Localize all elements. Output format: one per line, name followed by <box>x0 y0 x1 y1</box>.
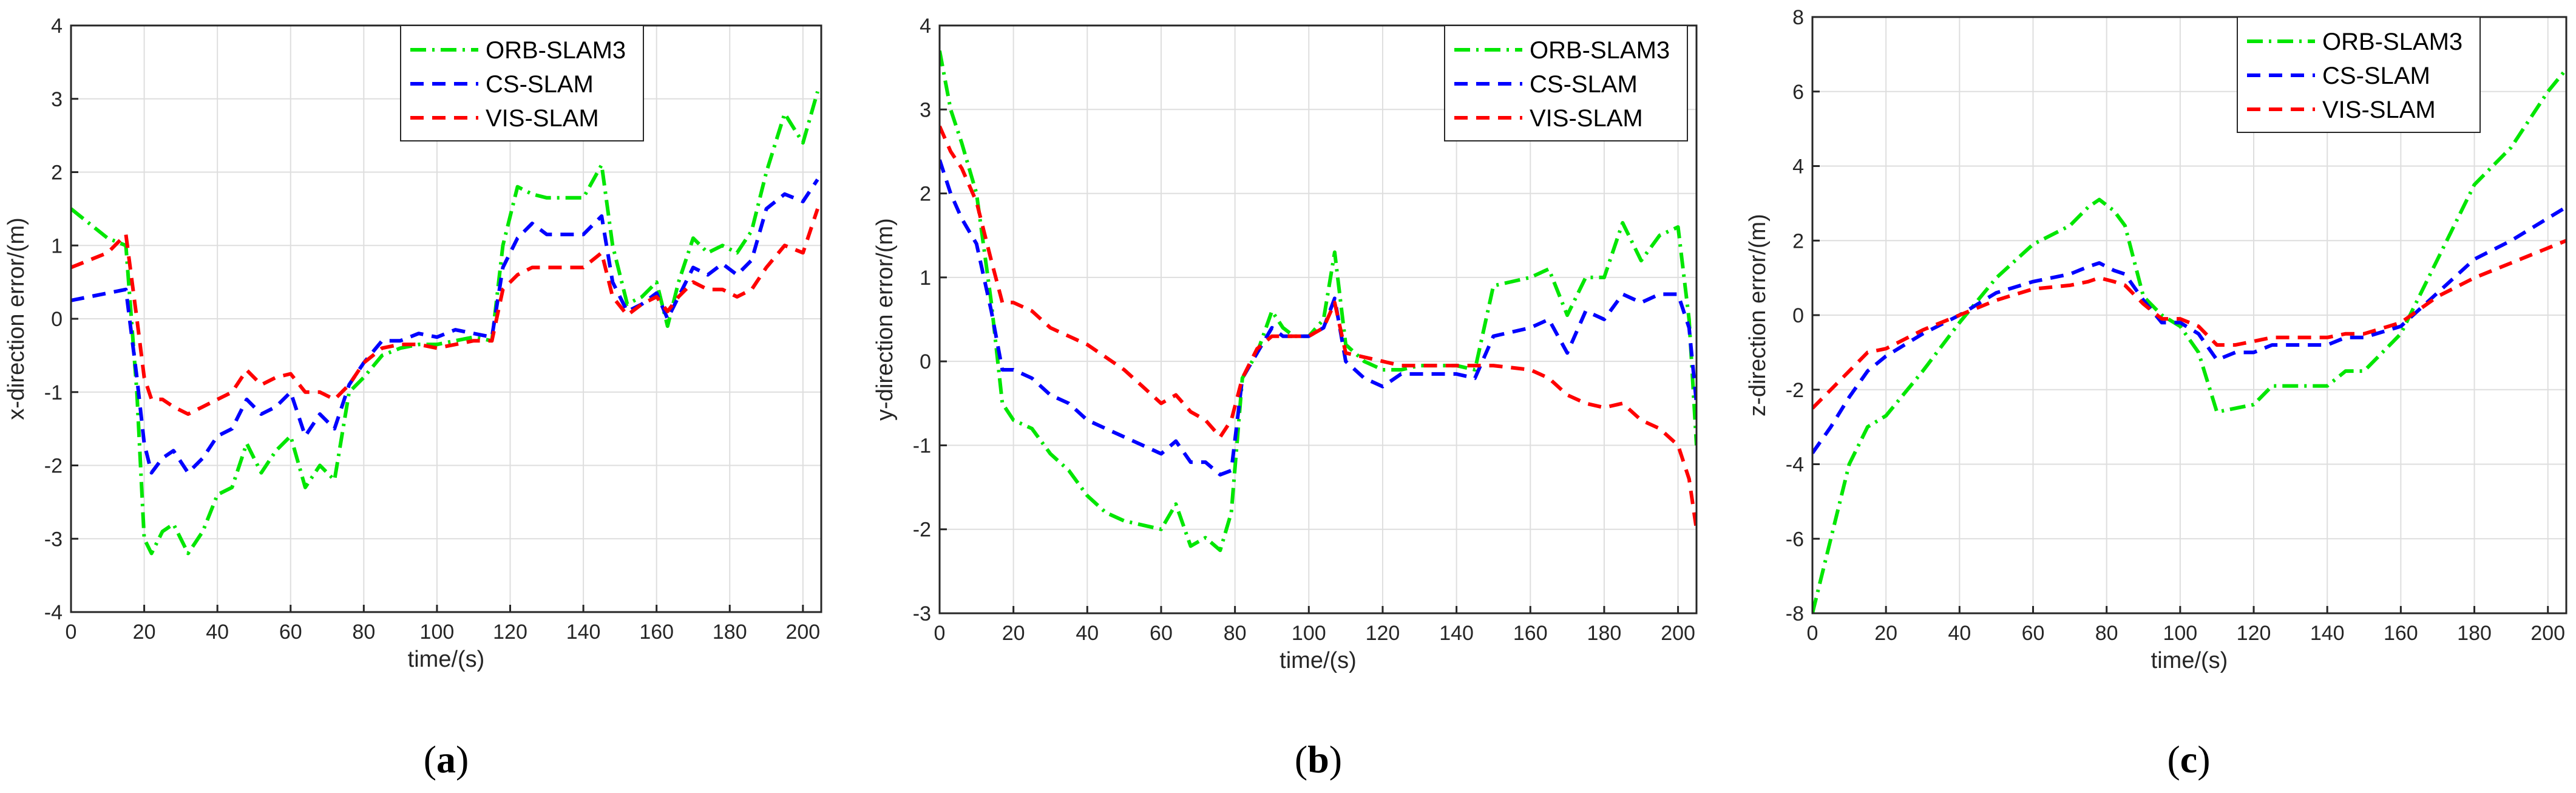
legend: ORB-SLAM3 CS-SLAM VIS-SLAM <box>2237 16 2481 133</box>
y-tick-label: 2 <box>51 162 63 185</box>
x-tick-label: 140 <box>1439 622 1474 645</box>
x-tick-label: 40 <box>1948 622 1971 645</box>
x-tick-label: 20 <box>1874 622 1897 645</box>
x-tick-label: 160 <box>2384 622 2418 645</box>
y-tick-label: 1 <box>920 267 931 290</box>
legend-label: VIS-SLAM <box>1530 105 1643 132</box>
x-tick-label: 160 <box>639 621 674 644</box>
x-tick-label: 80 <box>1224 622 1247 645</box>
legend-label: ORB-SLAM3 <box>486 37 626 64</box>
x-tick-label: 60 <box>279 621 302 644</box>
x-tick-label: 120 <box>1366 622 1400 645</box>
x-tick-label: 20 <box>1002 622 1025 645</box>
y-axis-label: x-direction error/(m) <box>4 217 29 420</box>
series-line-orb-slam3 <box>71 90 819 556</box>
y-tick-label: 0 <box>51 308 63 331</box>
x-tick-label: 0 <box>66 621 77 644</box>
x-tick-label: 120 <box>2237 622 2271 645</box>
x-tick-label: 140 <box>2310 622 2345 645</box>
x-tick-label: 80 <box>2095 622 2118 645</box>
y-tick-label: 4 <box>1792 155 1804 179</box>
y-tick-label: -4 <box>44 601 63 624</box>
y-tick-label: -2 <box>44 455 63 478</box>
x-tick-label: 180 <box>713 621 747 644</box>
x-tick-label: 100 <box>1292 622 1326 645</box>
x-tick-label: 160 <box>1513 622 1548 645</box>
subfigure-caption: (b) <box>1295 738 1342 781</box>
y-tick-label: -4 <box>1786 454 1804 477</box>
y-tick-label: -6 <box>1786 528 1804 551</box>
series-line-cs-slam <box>1812 205 2566 454</box>
y-tick-label: -2 <box>913 519 931 542</box>
y-tick-label: -1 <box>44 381 63 404</box>
y-tick-label: 3 <box>920 98 931 121</box>
y-tick-label: 4 <box>51 15 63 38</box>
x-tick-label: 20 <box>133 621 156 644</box>
legend-label: VIS-SLAM <box>486 105 599 132</box>
legend-label: CS-SLAM <box>486 71 594 98</box>
x-tick-label: 40 <box>1076 622 1099 645</box>
series-line-vis-slam <box>71 208 819 416</box>
series-line-cs-slam <box>940 159 1696 477</box>
x-axis-label: time/(s) <box>2151 648 2228 673</box>
subfigure-caption: (c) <box>2167 738 2210 781</box>
y-tick-label: 0 <box>920 350 931 373</box>
x-tick-label: 100 <box>420 621 455 644</box>
x-tick-label: 180 <box>1587 622 1622 645</box>
x-tick-label: 140 <box>566 621 601 644</box>
x-tick-label: 200 <box>785 621 820 644</box>
series-line-vis-slam <box>940 125 1696 530</box>
x-tick-label: 60 <box>2022 622 2045 645</box>
y-tick-label: 2 <box>920 183 931 206</box>
x-tick-label: 200 <box>2530 622 2565 645</box>
x-tick-label: 60 <box>1150 622 1173 645</box>
y-tick-label: 3 <box>51 88 63 111</box>
legend: ORB-SLAM3 CS-SLAM VIS-SLAM <box>400 25 644 141</box>
legend: ORB-SLAM3 CS-SLAM VIS-SLAM <box>1444 25 1688 141</box>
x-tick-label: 100 <box>2163 622 2197 645</box>
y-tick-label: 6 <box>1792 81 1804 104</box>
y-tick-label: 0 <box>1792 304 1804 327</box>
y-tick-label: -8 <box>1786 602 1804 625</box>
series-line-orb-slam3 <box>1812 67 2566 613</box>
chart-b: 0 20 40 60 80 100 120 140 160 180 200 -3 -2 -1 0 1 2 3 4 ti… <box>872 15 1698 781</box>
subfigure-caption: (a) <box>424 738 469 781</box>
y-tick-label: 2 <box>1792 230 1804 253</box>
x-tick-label: 120 <box>493 621 527 644</box>
y-tick-label: -3 <box>44 528 63 551</box>
chart-a: 0 20 40 60 80 100 120 140 160 180 200 -4 -3 -2 -1 0 1 2 3 4… <box>4 15 822 781</box>
y-axis-label: y-direction error/(m) <box>872 218 898 421</box>
legend-label: CS-SLAM <box>1530 71 1638 98</box>
x-axis-label: time/(s) <box>408 647 485 672</box>
y-tick-label: 4 <box>920 15 931 38</box>
y-tick-label: 8 <box>1792 6 1804 29</box>
x-tick-label: 0 <box>934 622 946 645</box>
y-tick-label: -3 <box>913 602 931 625</box>
x-tick-label: 40 <box>206 621 229 644</box>
legend-label: CS-SLAM <box>2322 63 2430 89</box>
y-tick-label: -2 <box>1786 379 1804 402</box>
legend-label: ORB-SLAM3 <box>2322 29 2462 55</box>
legend-label: ORB-SLAM3 <box>1530 37 1670 64</box>
series-line-cs-slam <box>71 178 819 475</box>
x-tick-label: 0 <box>1807 622 1818 645</box>
series-line-vis-slam <box>1812 239 2566 410</box>
x-tick-label: 80 <box>352 621 375 644</box>
series-line-orb-slam3 <box>940 50 1696 553</box>
y-axis-label: z-direction error/(m) <box>1745 214 1771 417</box>
x-axis-label: time/(s) <box>1280 648 1357 673</box>
chart-c: 0 20 40 60 80 100 120 140 160 180 200 -8 -6 -4 -2 0 2 4 6 8… <box>1745 6 2568 781</box>
x-tick-label: 180 <box>2457 622 2492 645</box>
y-tick-label: 1 <box>51 234 63 257</box>
y-tick-label: -1 <box>913 434 931 457</box>
x-tick-label: 200 <box>1661 622 1695 645</box>
legend-label: VIS-SLAM <box>2322 97 2436 123</box>
plot-frame <box>938 24 1698 614</box>
